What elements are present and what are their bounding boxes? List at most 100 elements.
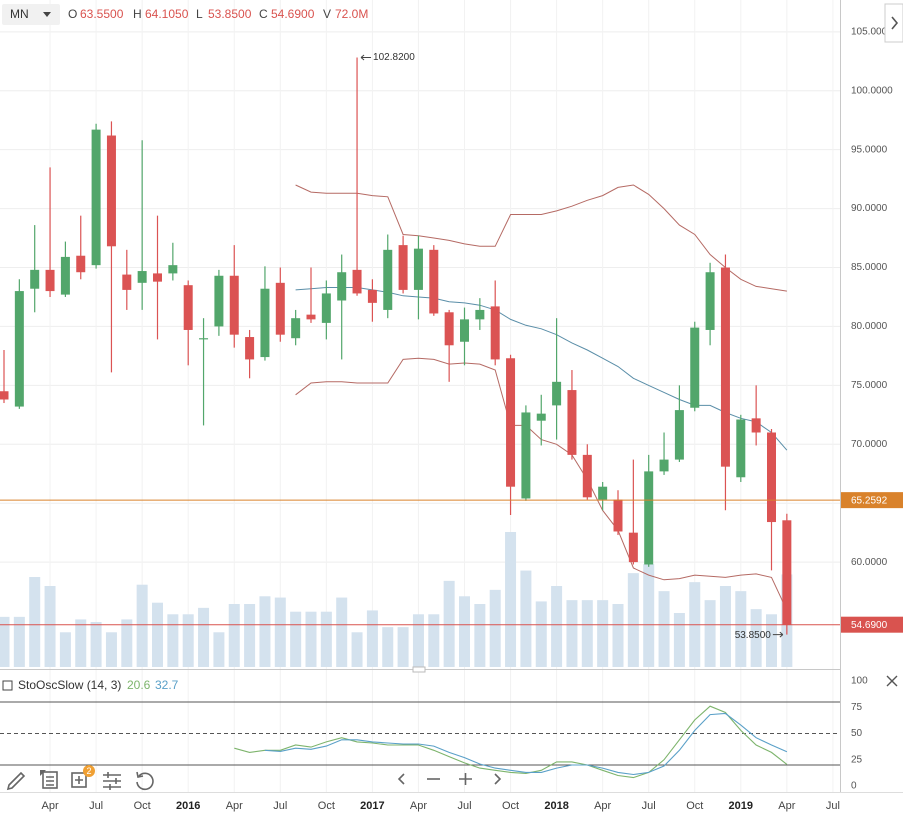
x-tick-label: Apr <box>778 800 795 812</box>
chevron-icon <box>891 16 899 30</box>
ohlc-value: 63.5500 <box>80 7 124 21</box>
reset-tool[interactable] <box>136 771 154 791</box>
close-indicator[interactable] <box>886 675 898 687</box>
price-line-label: 54.6900 <box>851 620 888 631</box>
ohlc-value: 53.8500 <box>208 7 252 21</box>
stoch-tick-label: 50 <box>851 728 863 739</box>
badge <box>83 765 95 777</box>
candle-body <box>674 410 684 460</box>
volume-layer <box>0 532 793 667</box>
stoch-tick-label: 0 <box>851 781 857 792</box>
volume-bar <box>336 597 348 667</box>
candle-body <box>490 306 500 360</box>
settings-tool[interactable] <box>103 772 121 790</box>
scroll-left[interactable] <box>397 773 405 785</box>
interval-dropdown[interactable] <box>2 4 60 25</box>
candle-body <box>14 291 24 407</box>
volume-bar <box>274 597 286 667</box>
add-indicator-tool[interactable] <box>71 772 87 788</box>
volume-bar <box>535 601 547 667</box>
high-arrow <box>360 54 372 61</box>
x-tick-label: Jul <box>457 800 471 812</box>
candle-body <box>751 418 761 433</box>
candle-body <box>137 271 147 283</box>
candle-body <box>598 486 608 500</box>
x-tick-label: Jul <box>642 800 656 812</box>
volume-bar <box>121 619 133 667</box>
volume-bar <box>474 604 486 667</box>
overlay-layer: 65.2592 54.6900 102.8200 53.8500 <box>0 52 903 641</box>
y-tick-label: 70.0000 <box>851 439 888 450</box>
y-tick-label: 95.0000 <box>851 144 888 155</box>
price-line-tag <box>841 492 903 509</box>
drawing-toolbar <box>6 771 502 791</box>
x-tick-label: Oct <box>318 800 335 812</box>
volume-bar <box>397 627 409 667</box>
volume-bar <box>228 604 240 667</box>
volume-bar <box>259 596 271 667</box>
x-tick-label: Apr <box>594 800 611 812</box>
volume-bar <box>29 577 41 667</box>
volume-bar <box>382 627 394 667</box>
candle-body <box>229 275 239 335</box>
stoch-line <box>264 712 788 776</box>
candle-body <box>106 135 116 247</box>
volume-bar <box>643 564 655 667</box>
volume-bar <box>704 600 716 667</box>
x-tick-label: Oct <box>686 800 703 812</box>
volume-bar <box>105 632 117 667</box>
volume-bar <box>520 570 532 667</box>
list-icon-lines <box>46 776 54 786</box>
candle-body <box>690 327 700 408</box>
candle-body <box>429 249 439 314</box>
volume-bar <box>551 586 563 667</box>
y-tick-label: 60.0000 <box>851 557 888 568</box>
candle-body <box>275 282 285 335</box>
candle-body <box>767 432 776 523</box>
candle-body <box>628 532 638 563</box>
candle-body <box>644 471 654 565</box>
x-tick-label: 2016 <box>176 800 200 812</box>
ohlc-value: 72.0M <box>335 7 368 21</box>
candle-body <box>168 265 178 274</box>
ohlc-key: L <box>196 7 203 21</box>
volume-bar <box>13 616 25 667</box>
volume-bar <box>198 607 210 667</box>
candle-body <box>245 337 255 360</box>
volume-bar <box>766 614 777 667</box>
volume-bar <box>366 610 378 667</box>
candle-body <box>122 274 132 290</box>
volume-bar <box>566 600 578 667</box>
candle-body <box>582 454 592 498</box>
pencil-tool[interactable] <box>6 771 26 791</box>
y-tick-label: 105.0000 <box>851 26 893 37</box>
volume-bar <box>658 591 670 667</box>
stoch-tick-label: 75 <box>851 702 863 713</box>
ohlc-key: O <box>68 7 77 21</box>
panel-resize-handle[interactable] <box>412 666 426 673</box>
x-tick-label: Apr <box>41 800 58 812</box>
candle-body <box>260 288 270 358</box>
candle-body <box>613 499 623 532</box>
candle-body <box>352 269 362 294</box>
candle-body <box>321 293 331 323</box>
stoch-value: 32.7 <box>155 678 179 692</box>
candle-body <box>552 381 562 406</box>
candle-body <box>214 275 224 327</box>
candle-body <box>60 256 70 295</box>
scroll-right[interactable] <box>494 773 502 785</box>
expand-panel-button[interactable] <box>884 3 903 43</box>
volume-bar <box>612 604 624 667</box>
stoch-line <box>234 705 788 779</box>
volume-bar <box>213 632 225 667</box>
price-line-label: 65.2592 <box>851 495 888 506</box>
zoom-in[interactable] <box>459 773 472 785</box>
list-tool[interactable] <box>42 771 58 789</box>
volume-bar <box>290 611 302 667</box>
indicator-toggle[interactable] <box>2 680 13 691</box>
band-line <box>295 287 788 451</box>
volume-bar <box>305 611 317 667</box>
candle-body <box>460 319 469 342</box>
